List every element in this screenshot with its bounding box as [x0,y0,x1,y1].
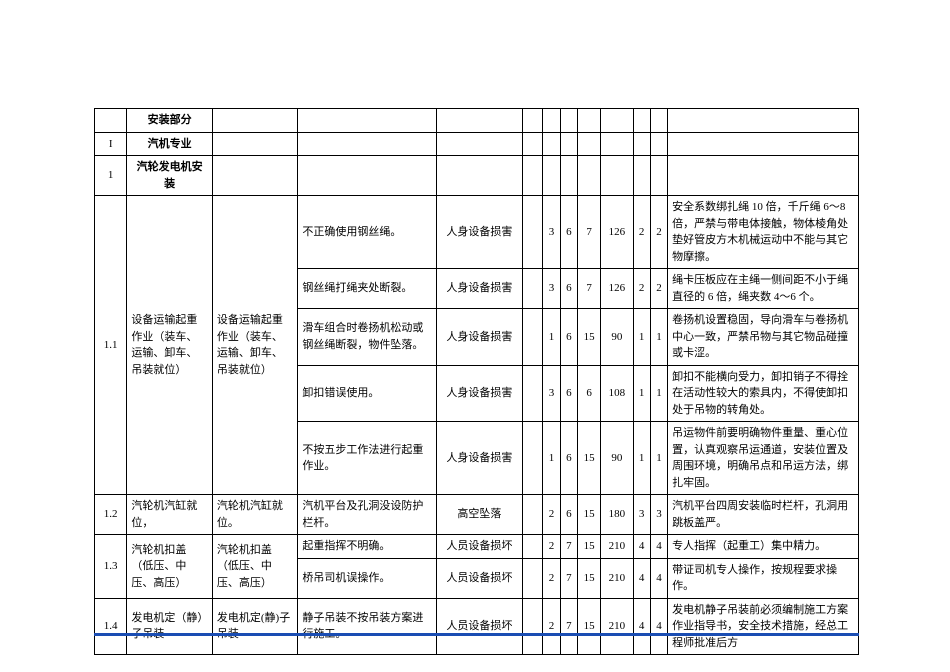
hazard-cell: 静子吊装不按吊装方案进行施工。 [298,598,437,655]
hazard-cell: 不按五步工作法进行起重作业。 [298,422,437,495]
name-1.1: 设备运输起重作业（装车、运输、卸车、吊装就位） [127,196,213,495]
table-row: 1.4 发电机定（静）子吊装 发电机定(静)子吊装 静子吊装不按吊装方案进行施工… [95,598,859,655]
idx-1.2: 1.2 [95,495,127,535]
header-section: 安装部分 [95,109,859,133]
n6-cell: 2 [650,196,667,269]
conseq-cell: 人员设备损坏 [437,598,523,655]
header-row-1: 1 汽轮发电机安装 [95,156,859,196]
name-1.4: 发电机定（静）子吊装 [127,598,213,655]
hazard-cell: 不正确使用钢丝绳。 [298,196,437,269]
hazard-cell: 汽机平台及孔洞没设防护栏杆。 [298,495,437,535]
name-I: 汽机专业 [127,132,213,156]
idx-I: I [95,132,127,156]
control-cell: 吊运物件前要明确物件重量、重心位置，认真观察吊运通道，安装位置及周围环境，明确吊… [668,422,859,495]
task-1.1: 设备运输起重作业（装车、运输、卸车、吊装就位） [212,196,298,495]
n4-cell: 126 [601,196,633,269]
conseq-cell: 人身设备损害 [437,196,523,269]
n3-cell: 7 [578,196,601,269]
main-table: 安装部分 I 汽机专业 1 汽轮发电机安装 1.1 设备运输起重作业（装车、运输… [94,108,859,655]
name-1: 汽轮发电机安装 [127,156,213,196]
conseq-cell: 人身设备损害 [437,309,523,366]
conseq-cell: 人身设备损害 [437,269,523,309]
idx-1.1: 1.1 [95,196,127,495]
footer-divider [94,633,859,636]
idx-1: 1 [95,156,127,196]
conseq-cell: 人身设备损害 [437,422,523,495]
control-cell: 卸扣不能横向受力，卸扣销子不得拴在活动性较大的索具内，不得使卸扣处于吊物的转角处… [668,365,859,422]
task-1.3: 汽轮机扣盖（低压、中压、高压） [212,535,298,599]
idx-1.4: 1.4 [95,598,127,655]
control-cell: 汽机平台四周安装临时栏杆，孔洞用跳板盖严。 [668,495,859,535]
n5-cell: 2 [633,196,650,269]
conseq-cell: 高空坠落 [437,495,523,535]
conseq-cell: 人员设备损坏 [437,558,523,598]
control-cell: 安全系数绑扎绳 10 倍，千斤绳 6～8 倍，严禁与带电体接触，物体棱角处垫好管… [668,196,859,269]
task-1.4: 发电机定(静)子吊装 [212,598,298,655]
conseq-cell: 人员设备损坏 [437,535,523,559]
name-1.3: 汽轮机扣盖（低压、中压、高压） [127,535,213,599]
control-cell: 发电机静子吊装前必须编制施工方案作业指导书，安全技术措施，经总工程师批准后方 [668,598,859,655]
control-cell: 带证司机专人操作，按规程要求操作。 [668,558,859,598]
table-container: 安装部分 I 汽机专业 1 汽轮发电机安装 1.1 设备运输起重作业（装车、运输… [94,108,859,655]
hazard-cell: 起重指挥不明确。 [298,535,437,559]
control-cell: 绳卡压板应在主绳一侧间距不小于绳直径的 6 倍，绳夹数 4～6 个。 [668,269,859,309]
table-row: 1.1 设备运输起重作业（装车、运输、卸车、吊装就位） 设备运输起重作业（装车、… [95,196,859,269]
conseq-cell: 人身设备损害 [437,365,523,422]
hazard-cell: 桥吊司机误操作。 [298,558,437,598]
hazard-cell: 卸扣错误使用。 [298,365,437,422]
idx-1.3: 1.3 [95,535,127,599]
hazard-cell: 滑车组合时卷扬机松动或钢丝绳断裂，物件坠落。 [298,309,437,366]
name-1.2: 汽轮机汽缸就位， [127,495,213,535]
table-row: 1.3 汽轮机扣盖（低压、中压、高压） 汽轮机扣盖（低压、中压、高压） 起重指挥… [95,535,859,559]
table-row: 1.2 汽轮机汽缸就位， 汽轮机汽缸就位。 汽机平台及孔洞没设防护栏杆。 高空坠… [95,495,859,535]
n2-cell: 6 [560,196,577,269]
n1-cell: 3 [543,196,560,269]
control-cell: 专人指挥（起重工）集中精力。 [668,535,859,559]
task-1.2: 汽轮机汽缸就位。 [212,495,298,535]
control-cell: 卷扬机设置稳固，导向滑车与卷扬机中心一致，严禁吊物与其它物品碰撞或卡涩。 [668,309,859,366]
hazard-cell: 钢丝绳打绳夹处断裂。 [298,269,437,309]
section-title: 安装部分 [127,109,213,133]
header-row-i: I 汽机专业 [95,132,859,156]
